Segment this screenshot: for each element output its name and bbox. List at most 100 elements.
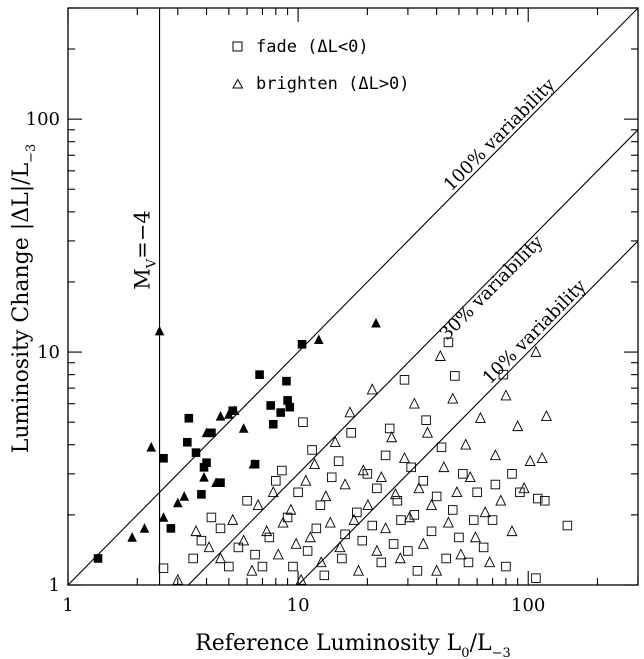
point-brighten-open: [252, 498, 264, 510]
point-brighten-open: [413, 482, 425, 494]
point-fade-filled: [276, 408, 285, 417]
point-brighten-open: [389, 488, 402, 500]
point-fade-open: [277, 465, 287, 476]
point-fade-open: [562, 520, 573, 531]
reference-lines: [67, 7, 639, 586]
point-brighten-open: [506, 525, 518, 537]
point-fade-open: [319, 570, 330, 581]
legend-brighten-triangle-icon: [232, 78, 244, 89]
point-fade-open: [458, 469, 468, 479]
point-fade-open: [501, 561, 511, 572]
point-fade-open: [293, 487, 303, 498]
annotation-100pct-variability: 100% variability: [440, 74, 560, 196]
point-brighten-filled: [179, 491, 190, 501]
point-fade-filled: [216, 478, 225, 487]
point-fade-filled: [191, 448, 201, 457]
point-brighten-open: [339, 478, 351, 490]
point-fade-open: [333, 456, 344, 466]
x-tick-labels: 1 10 100: [62, 595, 545, 616]
reference-line-2: [297, 240, 639, 586]
point-fade-open: [436, 442, 447, 453]
point-brighten-open: [540, 409, 552, 422]
point-brighten-open: [267, 486, 279, 498]
point-fade-open: [478, 542, 489, 553]
point-fade-filled: [255, 370, 264, 379]
point-brighten-open: [203, 541, 215, 553]
point-fade-open: [472, 487, 482, 498]
point-brighten-open: [320, 490, 332, 502]
point-fade-open: [206, 512, 217, 523]
point-fade-open: [315, 500, 326, 510]
point-brighten-open: [290, 537, 302, 549]
y-tick-label: 10: [37, 342, 60, 363]
point-fade-open: [224, 561, 234, 572]
point-brighten-open: [352, 564, 365, 576]
point-fade-open: [250, 549, 260, 560]
point-brighten-open: [238, 534, 250, 546]
point-brighten-open: [309, 457, 321, 469]
point-fade-open: [406, 462, 416, 473]
point-fade-filled: [297, 339, 307, 349]
legend-fade-square-icon: [232, 41, 243, 52]
y-tick-labels: 1 10 100: [26, 109, 60, 596]
point-brighten-filled: [199, 471, 209, 482]
point-fade-open: [418, 476, 429, 486]
point-fade-open: [540, 495, 550, 506]
point-fade-open: [271, 476, 281, 486]
x-tick-label: 100: [511, 595, 545, 616]
point-brighten-filled: [229, 405, 240, 416]
point-brighten-open: [469, 531, 482, 543]
point-brighten-open: [495, 494, 507, 506]
point-brighten-open: [304, 531, 316, 543]
point-fade-open: [388, 539, 399, 549]
point-fade-open: [257, 561, 268, 572]
point-brighten-filled: [371, 317, 381, 328]
point-brighten-open: [431, 564, 443, 576]
point-fade-open: [288, 561, 298, 572]
point-fade-open: [311, 523, 322, 534]
point-fade-open: [196, 535, 207, 546]
point-brighten-open: [386, 431, 398, 443]
point-fade-open: [396, 515, 406, 525]
point-fade-open: [421, 415, 431, 425]
point-brighten-open: [375, 470, 387, 483]
point-fade-filled: [207, 428, 216, 438]
point-fade-open: [490, 479, 501, 490]
point-brighten-open: [190, 525, 202, 537]
point-fade-open: [215, 523, 226, 534]
y-tick-label: 1: [49, 575, 60, 596]
point-brighten-open: [380, 522, 392, 534]
point-brighten-open: [518, 482, 530, 494]
point-brighten-open: [344, 406, 356, 418]
point-brighten-open: [421, 426, 434, 438]
point-fade-open: [233, 542, 244, 553]
point-brighten-open: [479, 506, 491, 518]
point-brighten-open: [460, 438, 472, 450]
point-fade-open: [399, 375, 410, 385]
point-fade-open: [158, 563, 169, 574]
point-fade-open: [384, 423, 395, 434]
point-fade-open: [409, 510, 420, 520]
point-brighten-filled: [224, 409, 234, 419]
point-fade-open: [352, 507, 362, 518]
point-fade-open: [487, 515, 498, 525]
point-brighten-open: [348, 513, 360, 525]
point-fade-filled: [285, 402, 295, 412]
point-brighten-open: [366, 383, 378, 395]
point-brighten-filled: [211, 477, 221, 487]
point-brighten-open: [272, 548, 284, 560]
point-brighten-open: [536, 451, 548, 464]
point-fade-open: [346, 428, 356, 438]
point-fade-filled: [93, 554, 103, 563]
point-fade-open: [441, 553, 451, 564]
axis-ticks: [67, 7, 639, 586]
mv-line-label: MV=−4: [131, 210, 160, 289]
point-fade-open: [376, 557, 387, 568]
point-fade-filled: [184, 413, 194, 423]
point-fade-open: [337, 553, 347, 564]
plot-frame: [67, 7, 639, 586]
point-brighten-open: [261, 525, 273, 537]
x-tick-label: 1: [62, 595, 73, 616]
point-fade-open: [448, 505, 458, 515]
point-fade-filled: [268, 419, 278, 429]
